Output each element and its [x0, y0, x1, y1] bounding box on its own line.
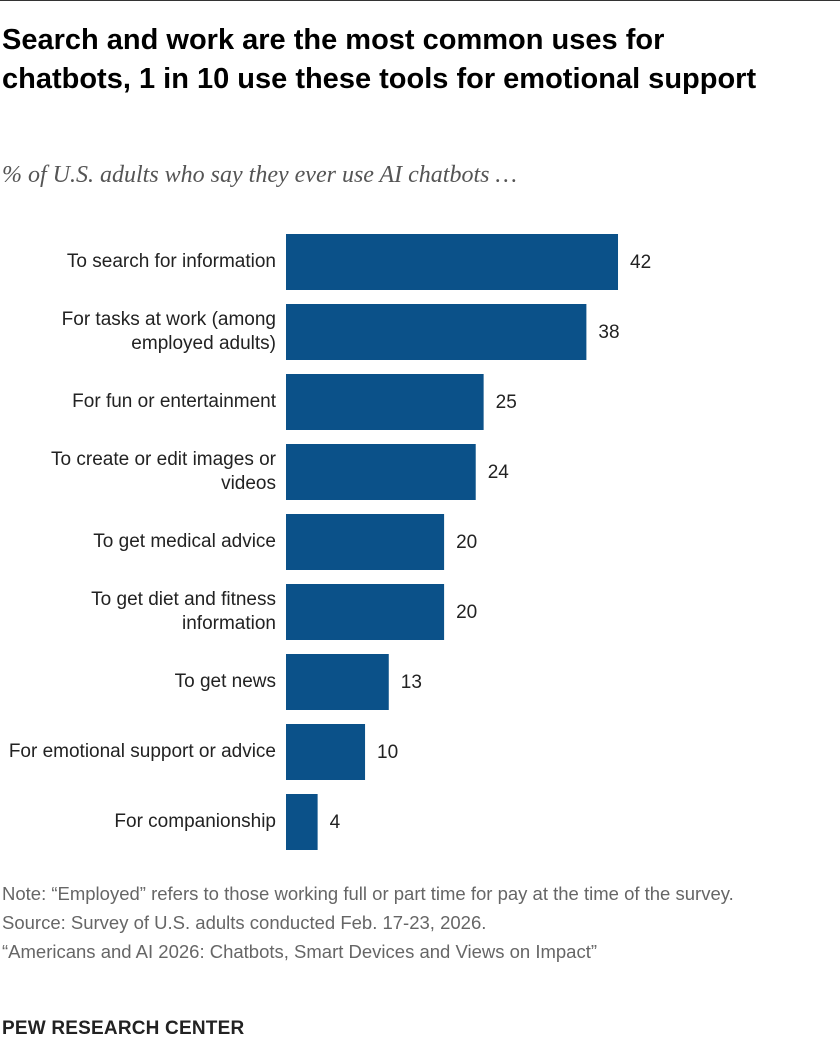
value-label: 13	[401, 672, 422, 693]
bar	[286, 654, 389, 710]
chart: 42 38 25 24 20 20 13 10 4	[286, 234, 651, 850]
note-line: Source: Survey of U.S. adults conducted …	[2, 912, 487, 933]
category-label: To get diet and fitness information	[91, 589, 276, 634]
chart-title: Search and work are the most common uses…	[2, 24, 757, 95]
value-label: 24	[488, 462, 510, 483]
source-logo: PEW RESEARCH CENTER	[2, 1018, 245, 1039]
value-label: 10	[377, 742, 398, 763]
category-label: To search for information	[66, 251, 276, 272]
value-label: 20	[456, 602, 477, 623]
category-label: For emotional support or advice	[8, 741, 276, 762]
bar	[286, 584, 445, 640]
bar	[286, 794, 318, 850]
top-rule	[0, 0, 840, 1]
note-line: Note: “Employed” refers to those working…	[2, 883, 734, 904]
value-label: 25	[496, 392, 517, 413]
category-label: For fun or entertainment	[72, 391, 276, 412]
chart-subtitle: % of U.S. adults who say they ever use A…	[2, 162, 517, 188]
value-label: 38	[598, 322, 619, 343]
category-label: To create or edit images or videos	[51, 449, 276, 494]
bar	[286, 514, 445, 570]
bar	[286, 724, 366, 780]
note-line: “Americans and AI 2026: Chatbots, Smart …	[2, 941, 598, 962]
category-label: To get medical advice	[93, 531, 276, 552]
bar	[286, 444, 476, 500]
value-label: 4	[330, 812, 341, 833]
bar	[286, 304, 587, 360]
value-label: 20	[456, 532, 477, 553]
value-label: 42	[630, 252, 651, 273]
category-label: To get news	[174, 671, 276, 692]
category-label: For companionship	[114, 811, 276, 832]
bar	[286, 234, 619, 290]
bar	[286, 374, 484, 430]
notes: Note: “Employed” refers to those working…	[2, 879, 838, 966]
category-label: For tasks at work (among employed adults…	[61, 309, 276, 354]
